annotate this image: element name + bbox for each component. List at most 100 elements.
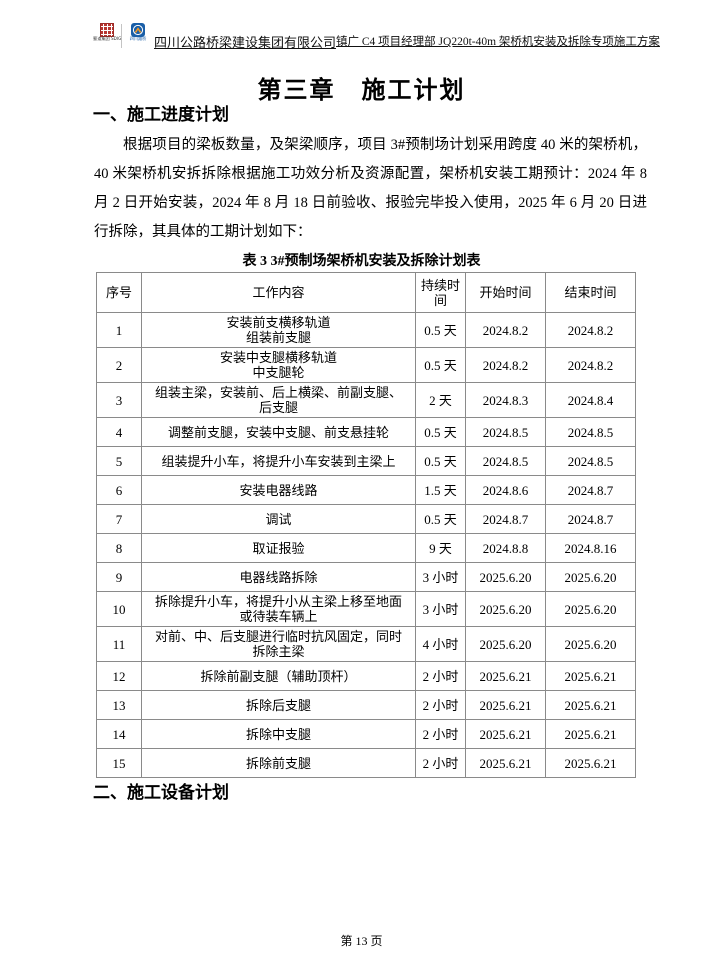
cell-start-date: 2024.8.6: [465, 475, 546, 505]
cell-work-content: 调整前支腿，安装中支腿、前支悬挂轮: [141, 417, 416, 447]
cell-duration: 0.5 天: [415, 446, 466, 476]
cell-start-date: 2025.6.21: [465, 719, 546, 749]
cell-index: 12: [96, 661, 142, 691]
cell-start-date: 2025.6.21: [465, 661, 546, 691]
cell-index: 5: [96, 446, 142, 476]
cell-duration: 2 小时: [415, 748, 466, 778]
table-row: 6 安装电器线路 1.5 天 2024.8.6 2024.8.7: [96, 475, 636, 505]
cell-duration: 0.5 天: [415, 417, 466, 447]
col-header-index: 序号: [96, 272, 142, 313]
cell-start-date: 2024.8.3: [465, 382, 546, 418]
table-row: 3 组装主梁，安装前、后上横梁、前副支腿、 后支腿 2 天 2024.8.3 2…: [96, 382, 636, 418]
cell-duration: 9 天: [415, 533, 466, 563]
srbg-logo-icon: [131, 23, 145, 37]
table-row: 2 安装中支腿横移轨道 中支腿轮 0.5 天 2024.8.2 2024.8.2: [96, 347, 636, 383]
cell-duration: 4 小时: [415, 626, 466, 662]
table-row: 1 安装前支横移轨道 组装前支腿 0.5 天 2024.8.2 2024.8.2: [96, 312, 636, 348]
cell-duration: 1.5 天: [415, 475, 466, 505]
cell-duration: 3 小时: [415, 562, 466, 592]
table-row: 14 拆除中支腿 2 小时 2025.6.21 2025.6.21: [96, 719, 636, 749]
cell-start-date: 2025.6.21: [465, 748, 546, 778]
cell-work-content: 拆除中支腿: [141, 719, 416, 749]
sdig-logo-caption: 蜀道集团 SDIG: [92, 36, 122, 42]
cell-end-date: 2024.8.16: [545, 533, 636, 563]
cell-end-date: 2025.6.20: [545, 562, 636, 592]
cell-work-content: 对前、中、后支腿进行临时抗风固定，同时 拆除主梁: [141, 626, 416, 662]
section-2-heading: 二、施工设备计划: [93, 783, 229, 803]
table-row: 7 调试 0.5 天 2024.8.7 2024.8.7: [96, 504, 636, 534]
cell-work-content: 拆除后支腿: [141, 690, 416, 720]
cell-end-date: 2025.6.21: [545, 661, 636, 691]
header-logo-divider: [121, 24, 122, 48]
col-header-duration: 持续时间: [415, 272, 466, 313]
col-header-work-content: 工作内容: [141, 272, 416, 313]
cell-duration: 2 小时: [415, 690, 466, 720]
header-company-name: 四川公路桥梁建设集团有限公司: [154, 35, 337, 50]
cell-start-date: 2025.6.20: [465, 626, 546, 662]
cell-index: 13: [96, 690, 142, 720]
col-header-start-date: 开始时间: [465, 272, 546, 313]
cell-start-date: 2024.8.5: [465, 446, 546, 476]
cell-end-date: 2024.8.5: [545, 446, 636, 476]
cell-duration: 2 小时: [415, 661, 466, 691]
cell-work-content: 拆除前支腿: [141, 748, 416, 778]
chapter-title: 第三章 施工计划: [257, 76, 466, 104]
page-header: 蜀道集团 SDIG 四川路桥 四川公路桥梁建设集团有限公司 镇广 C4 项目经理…: [92, 23, 660, 51]
table-header: 序号 工作内容 持续时间 开始时间 结束时间: [96, 272, 636, 313]
cell-duration: 0.5 天: [415, 347, 466, 383]
table-caption: 表 3 3#预制场架桥机安装及拆除计划表: [242, 254, 481, 269]
cell-index: 2: [96, 347, 142, 383]
table-row: 9 电器线路拆除 3 小时 2025.6.20 2025.6.20: [96, 562, 636, 592]
cell-end-date: 2025.6.21: [545, 748, 636, 778]
cell-end-date: 2025.6.21: [545, 719, 636, 749]
cell-end-date: 2024.8.7: [545, 504, 636, 534]
table-row: 13 拆除后支腿 2 小时 2025.6.21 2025.6.21: [96, 690, 636, 720]
cell-index: 11: [96, 626, 142, 662]
cell-duration: 3 小时: [415, 591, 466, 627]
cell-index: 6: [96, 475, 142, 505]
header-doc-title: 镇广 C4 项目经理部 JQ220t-40m 架桥机安装及拆除专项施工方案: [336, 36, 660, 48]
cell-end-date: 2025.6.20: [545, 591, 636, 627]
cell-end-date: 2024.8.2: [545, 347, 636, 383]
cell-index: 7: [96, 504, 142, 534]
table-row: 15 拆除前支腿 2 小时 2025.6.21 2025.6.21: [96, 748, 636, 778]
cell-end-date: 2024.8.4: [545, 382, 636, 418]
cell-end-date: 2025.6.20: [545, 626, 636, 662]
cell-duration: 2 天: [415, 382, 466, 418]
cell-start-date: 2024.8.2: [465, 312, 546, 348]
table-row: 11 对前、中、后支腿进行临时抗风固定，同时 拆除主梁 4 小时 2025.6.…: [96, 626, 636, 662]
cell-end-date: 2024.8.2: [545, 312, 636, 348]
section-1-heading: 一、施工进度计划: [93, 105, 229, 125]
cell-start-date: 2024.8.8: [465, 533, 546, 563]
cell-index: 3: [96, 382, 142, 418]
cell-work-content: 拆除前副支腿（辅助顶杆）: [141, 661, 416, 691]
cell-end-date: 2025.6.21: [545, 690, 636, 720]
page-number: 第 13 页: [340, 934, 383, 948]
cell-work-content: 取证报验: [141, 533, 416, 563]
srbg-logo-caption: 四川路桥: [129, 36, 147, 42]
cell-start-date: 2025.6.21: [465, 690, 546, 720]
cell-index: 14: [96, 719, 142, 749]
cell-work-content: 安装电器线路: [141, 475, 416, 505]
table-row: 8 取证报验 9 天 2024.8.8 2024.8.16: [96, 533, 636, 563]
cell-start-date: 2025.6.20: [465, 562, 546, 592]
table-row: 4 调整前支腿，安装中支腿、前支悬挂轮 0.5 天 2024.8.5 2024.…: [96, 417, 636, 447]
cell-work-content: 调试: [141, 504, 416, 534]
table-row: 12 拆除前副支腿（辅助顶杆） 2 小时 2025.6.21 2025.6.21: [96, 661, 636, 691]
sdig-logo-icon: [100, 23, 114, 37]
srbg-logo: 四川路桥: [126, 23, 150, 45]
cell-start-date: 2024.8.7: [465, 504, 546, 534]
cell-work-content: 安装前支横移轨道 组装前支腿: [141, 312, 416, 348]
cell-work-content: 安装中支腿横移轨道 中支腿轮: [141, 347, 416, 383]
table-row: 10 拆除提升小车，将提升小从主梁上移至地面 或待装车辆上 3 小时 2025.…: [96, 591, 636, 627]
cell-duration: 0.5 天: [415, 504, 466, 534]
cell-work-content: 组装主梁，安装前、后上横梁、前副支腿、 后支腿: [141, 382, 416, 418]
table-header-row: 序号 工作内容 持续时间 开始时间 结束时间: [96, 272, 636, 313]
schedule-table: 序号 工作内容 持续时间 开始时间 结束时间 1 安装前支横移轨道 组装前支腿 …: [96, 272, 636, 778]
section-1-paragraph: 根据项目的梁板数量，及架梁顺序，项目 3#预制场计划采用跨度 40 米的架桥机，…: [94, 137, 647, 240]
cell-index: 4: [96, 417, 142, 447]
cell-start-date: 2024.8.5: [465, 417, 546, 447]
cell-work-content: 拆除提升小车，将提升小从主梁上移至地面 或待装车辆上: [141, 591, 416, 627]
cell-duration: 2 小时: [415, 719, 466, 749]
